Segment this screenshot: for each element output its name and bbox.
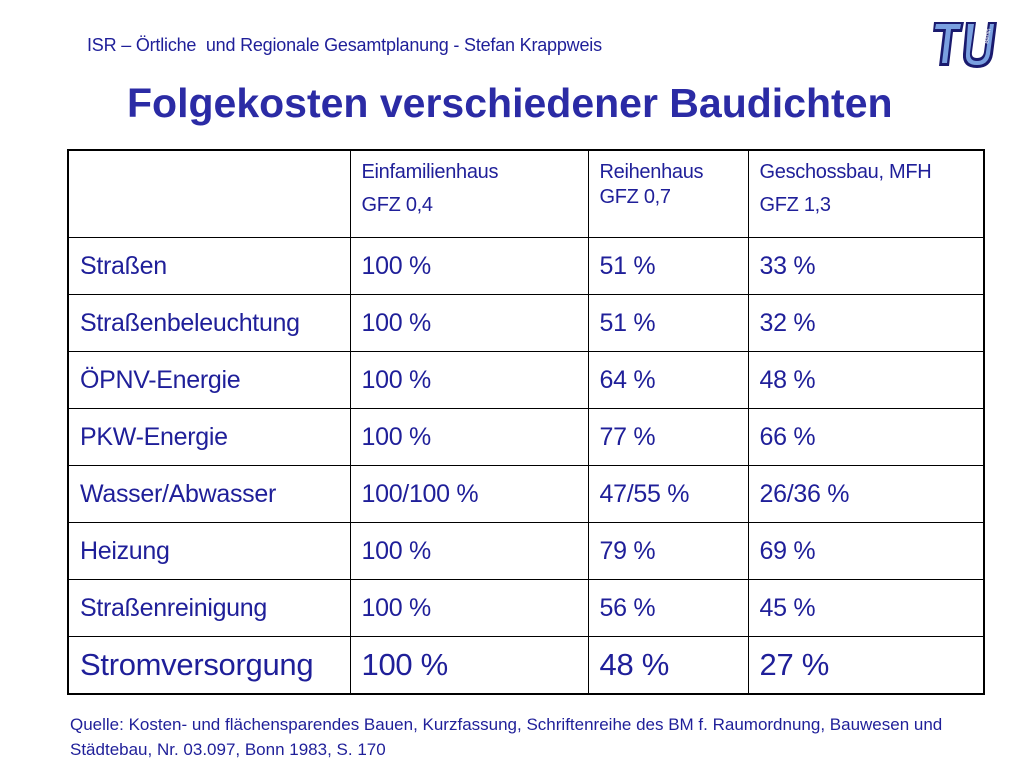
header-cell: Geschossbau, MFH GFZ 1,3 <box>747 149 985 238</box>
column-sublabel: GFZ 1,3 <box>759 194 832 216</box>
table-cell: 48 % <box>587 636 749 695</box>
table-cell: 100 % <box>349 636 589 695</box>
header-text: ISR – Örtliche und Regionale Gesamtplanu… <box>87 35 602 55</box>
table-cell: 100 % <box>349 351 589 409</box>
table-row: ÖPNV-Energie 100 % 64 % 48 % <box>67 351 985 409</box>
row-label: Heizung <box>67 522 351 580</box>
table-row: Wasser/Abwasser 100/100 % 47/55 % 26/36 … <box>67 465 985 523</box>
cost-table: Einfamilienhaus GFZ 0,4 Reihenhaus GFZ 0… <box>67 149 985 695</box>
row-label: ÖPNV-Energie <box>67 351 351 409</box>
table-cell: 100/100 % <box>349 465 589 523</box>
table-cell: 69 % <box>747 522 985 580</box>
source-citation: Quelle: Kosten- und flächensparendes Bau… <box>70 715 943 759</box>
table-cell: 100 % <box>349 237 589 295</box>
table-cell: 100 % <box>349 408 589 466</box>
table-cell: 66 % <box>747 408 985 466</box>
column-label: Einfamilienhaus <box>361 161 499 183</box>
table-cell: 26/36 % <box>747 465 985 523</box>
table-cell: 33 % <box>747 237 985 295</box>
table-row: Stromversorgung 100 % 48 % 27 % <box>67 636 985 695</box>
row-label: Straßen <box>67 237 351 295</box>
header-cell: Reihenhaus GFZ 0,7 <box>587 149 749 238</box>
table-cell: 64 % <box>587 351 749 409</box>
table-cell: 51 % <box>587 294 749 352</box>
column-label: Geschossbau, MFH <box>759 161 932 183</box>
table-cell: 100 % <box>349 294 589 352</box>
table-row: Straßen 100 % 51 % 33 % <box>67 237 985 295</box>
tu-berlin-logo-icon: Berlin <box>930 14 1000 74</box>
row-label: Stromversorgung <box>67 636 351 695</box>
table-cell: 100 % <box>349 522 589 580</box>
row-label: PKW-Energie <box>67 408 351 466</box>
table-cell: 47/55 % <box>587 465 749 523</box>
table-cell: 79 % <box>587 522 749 580</box>
row-label: Wasser/Abwasser <box>67 465 351 523</box>
table-row: Straßenbeleuchtung 100 % 51 % 32 % <box>67 294 985 352</box>
table-cell: 51 % <box>587 237 749 295</box>
column-sublabel: GFZ 0,7 <box>599 186 672 208</box>
table-cell: 45 % <box>747 579 985 637</box>
header-cell: Einfamilienhaus GFZ 0,4 <box>349 149 589 238</box>
table-cell: 56 % <box>587 579 749 637</box>
table-row: PKW-Energie 100 % 77 % 66 % <box>67 408 985 466</box>
row-label: Straßenbeleuchtung <box>67 294 351 352</box>
table-cell: 77 % <box>587 408 749 466</box>
column-label: Reihenhaus <box>599 161 704 183</box>
header-cell-empty <box>67 149 351 238</box>
row-label: Straßenreinigung <box>67 579 351 637</box>
table-row: Heizung 100 % 79 % 69 % <box>67 522 985 580</box>
table-cell: 48 % <box>747 351 985 409</box>
column-sublabel: GFZ 0,4 <box>361 194 434 216</box>
table-cell: 32 % <box>747 294 985 352</box>
page-title: Folgekosten verschiedener Baudichten <box>127 80 893 126</box>
table-row: Straßenreinigung 100 % 56 % 45 % <box>67 579 985 637</box>
table-cell: 27 % <box>747 636 985 695</box>
table-cell: 100 % <box>349 579 589 637</box>
table-header-row: Einfamilienhaus GFZ 0,4 Reihenhaus GFZ 0… <box>67 149 985 238</box>
svg-text:Berlin: Berlin <box>984 28 993 44</box>
